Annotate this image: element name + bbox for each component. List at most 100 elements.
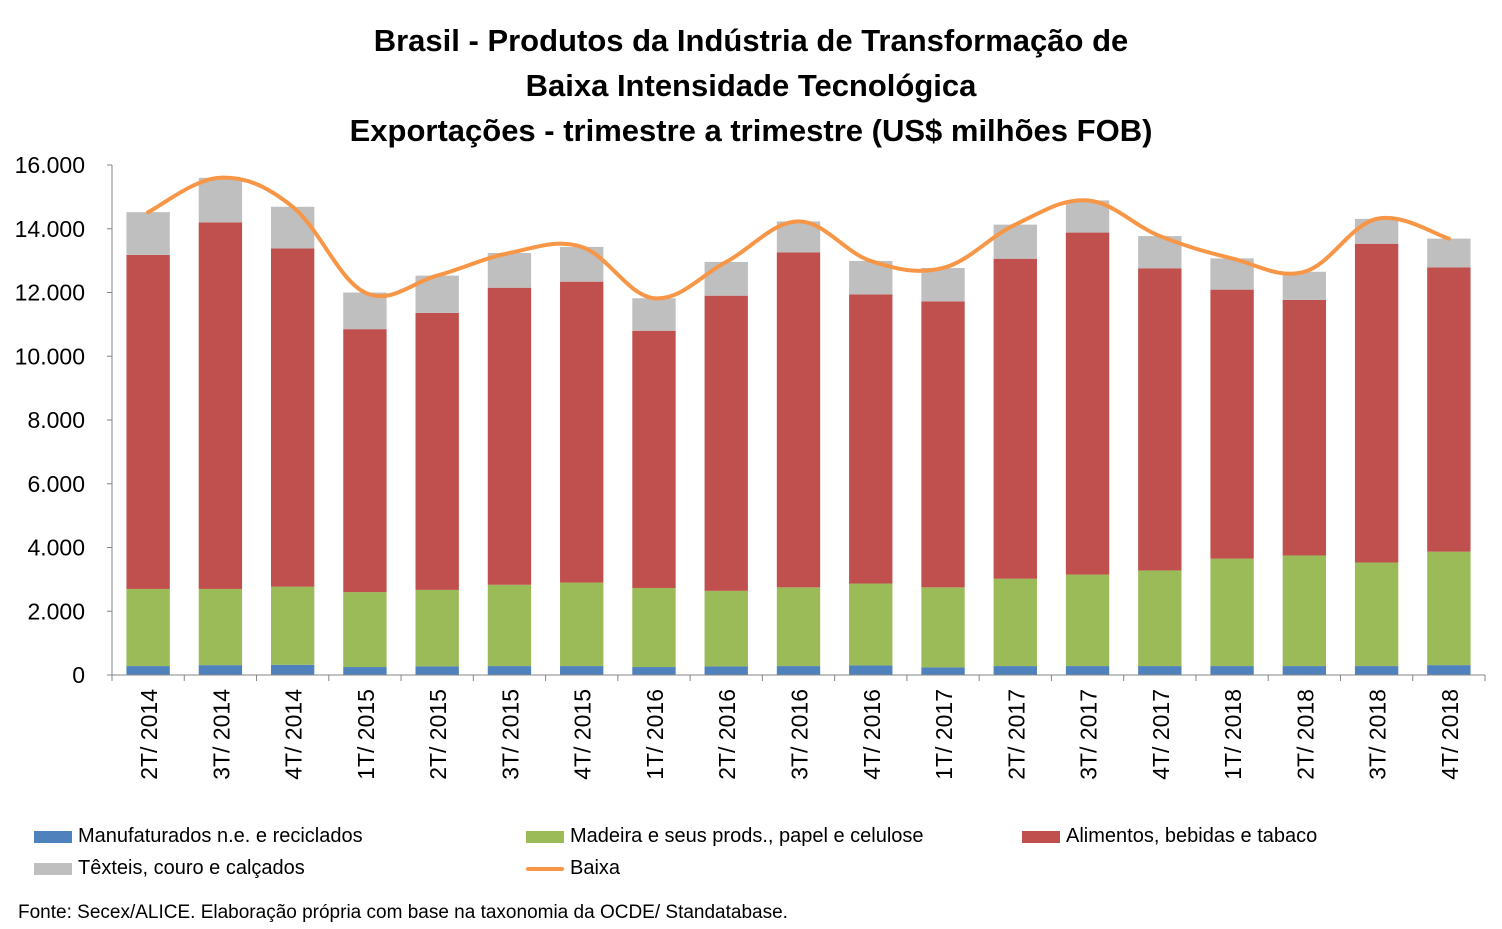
bar-segment-series-1-4 [415, 589, 459, 667]
legend-item-manufaturados: Manufaturados n.e. e reciclados [34, 825, 363, 848]
y-tick-label: 14.000 [15, 216, 85, 242]
bar-segment-series-0-12 [993, 666, 1037, 675]
bar-segment-series-1-16 [1282, 555, 1327, 667]
bar-segment-series-1-1 [198, 588, 243, 666]
bar-segment-series-1-9 [776, 587, 821, 667]
bar-segment-series-0-0 [126, 666, 170, 675]
bar-segment-series-0-18 [1427, 665, 1471, 675]
legend-swatch-alimentos [1022, 830, 1060, 843]
bar-segment-series-2-4 [415, 312, 459, 590]
bar-segment-series-1-6 [560, 582, 604, 667]
bar-segment-series-2-6 [560, 281, 604, 583]
bar-segment-series-3-2 [270, 206, 315, 249]
bar-segment-series-2-2 [270, 248, 315, 587]
y-tick-label: 12.000 [15, 280, 85, 306]
bar-segment-series-1-12 [993, 578, 1037, 667]
bar-segment-series-0-6 [560, 666, 604, 675]
legend-label-manufaturados: Manufaturados n.e. e reciclados [78, 825, 363, 847]
bar-segment-series-3-12 [993, 224, 1037, 259]
bar-segment-series-3-16 [1282, 271, 1327, 300]
y-tick-label: 10.000 [15, 343, 85, 369]
legend-line-baixa [526, 866, 564, 871]
bar-segment-series-3-0 [126, 212, 170, 255]
x-tick-label: 3T/ 2018 [1365, 689, 1391, 780]
x-tick-label: 3T/ 2017 [1076, 689, 1102, 780]
y-tick-label: 8.000 [27, 407, 85, 433]
chart-title: Brasil - Produtos da Indústria de Transf… [0, 18, 1502, 153]
bar-segment-series-2-16 [1282, 299, 1327, 556]
x-tick-label: 3T/ 2015 [497, 689, 523, 780]
bar-segment-series-0-4 [415, 666, 459, 675]
bar-segment-series-1-11 [921, 587, 965, 668]
bar-segment-series-3-8 [704, 261, 748, 296]
legend-item-madeira: Madeira e seus prods., papel e celulose [526, 825, 924, 848]
line-series-baixa [146, 175, 1451, 301]
x-tick-label: 4T/ 2017 [1148, 689, 1174, 780]
bar-segment-series-0-9 [776, 666, 821, 675]
bar-segment-series-0-1 [198, 665, 243, 675]
legend-label-texteis: Têxteis, couro e calçados [78, 857, 305, 879]
bar-segment-series-2-7 [632, 330, 676, 588]
bar-segment-series-0-5 [487, 666, 532, 675]
bar-segment-series-2-13 [1065, 232, 1110, 575]
y-tick-label: 4.000 [27, 535, 85, 561]
x-tick-label: 1T/ 2017 [931, 689, 957, 780]
bar-segment-series-0-17 [1354, 666, 1399, 675]
bar-segment-series-2-17 [1354, 243, 1399, 563]
bar-segment-series-3-6 [560, 246, 604, 282]
x-tick-label: 3T/ 2014 [208, 689, 234, 780]
bar-segment-series-1-18 [1427, 551, 1471, 666]
bar-segment-series-2-9 [776, 252, 821, 588]
chart-title-line-2: Baixa Intensidade Tecnológica [525, 68, 977, 103]
x-tick-label: 4T/ 2014 [281, 689, 307, 780]
bar-segment-series-2-3 [343, 329, 387, 593]
x-tick-label: 2T/ 2018 [1292, 689, 1318, 780]
legend-swatch-manufaturados [34, 830, 72, 843]
legend-item-texteis: Têxteis, couro e calçados [34, 857, 305, 880]
x-tick-label: 2T/ 2016 [714, 689, 740, 780]
bar-segment-series-3-17 [1354, 218, 1399, 244]
x-tick-label: 1T/ 2016 [642, 689, 668, 780]
y-tick-label: 2.000 [27, 598, 85, 624]
x-tick-label: 4T/ 2016 [859, 689, 885, 780]
bar-segment-series-2-10 [849, 294, 893, 584]
bar-segment-series-1-0 [126, 588, 170, 667]
x-tick-label: 3T/ 2016 [787, 689, 813, 780]
bar-segment-series-3-7 [632, 298, 676, 331]
bar-segment-series-2-5 [487, 287, 532, 585]
source-note: Fonte: Secex/ALICE. Elaboração própria c… [18, 902, 788, 923]
x-tick-label: 2T/ 2014 [136, 689, 162, 780]
x-tick-label: 4T/ 2015 [570, 689, 596, 780]
x-tick-label: 1T/ 2018 [1220, 689, 1246, 780]
legend-label-alimentos: Alimentos, bebidas e tabaco [1066, 825, 1318, 847]
bar-segment-series-2-18 [1427, 267, 1471, 552]
bar-segment-series-0-7 [632, 667, 676, 675]
bar-segment-series-1-10 [849, 583, 893, 666]
y-tick-label: 0 [72, 662, 85, 688]
x-tick-label: 1T/ 2015 [353, 689, 379, 780]
bar-segment-series-0-2 [270, 664, 315, 675]
bar-segment-series-2-8 [704, 295, 748, 591]
y-tick-label: 16.000 [15, 152, 85, 178]
bar-segment-series-0-10 [849, 665, 893, 675]
bar-segment-series-0-14 [1138, 666, 1182, 675]
bar-segment-series-3-3 [343, 292, 387, 330]
bar-segment-series-3-18 [1427, 238, 1471, 268]
legend-item-alimentos: Alimentos, bebidas e tabaco [1022, 825, 1317, 848]
bar-segment-series-1-13 [1065, 574, 1110, 667]
bar-segment-series-1-2 [270, 586, 315, 665]
bar-segment-series-0-16 [1282, 666, 1327, 675]
bar-segment-series-1-3 [343, 592, 387, 668]
x-tick-label: 2T/ 2017 [1003, 689, 1029, 780]
bar-segment-series-0-3 [343, 667, 387, 675]
legend-swatch-texteis [34, 862, 72, 875]
bar-segment-series-2-11 [921, 301, 965, 588]
bar-segment-series-2-14 [1138, 268, 1182, 571]
bar-segment-series-2-15 [1210, 289, 1254, 559]
y-tick-label: 6.000 [27, 471, 85, 497]
bar-segment-series-2-12 [993, 258, 1037, 579]
bar-segment-series-0-13 [1065, 666, 1110, 675]
bar-segment-series-1-14 [1138, 570, 1182, 667]
bar-segment-series-2-1 [198, 222, 243, 589]
